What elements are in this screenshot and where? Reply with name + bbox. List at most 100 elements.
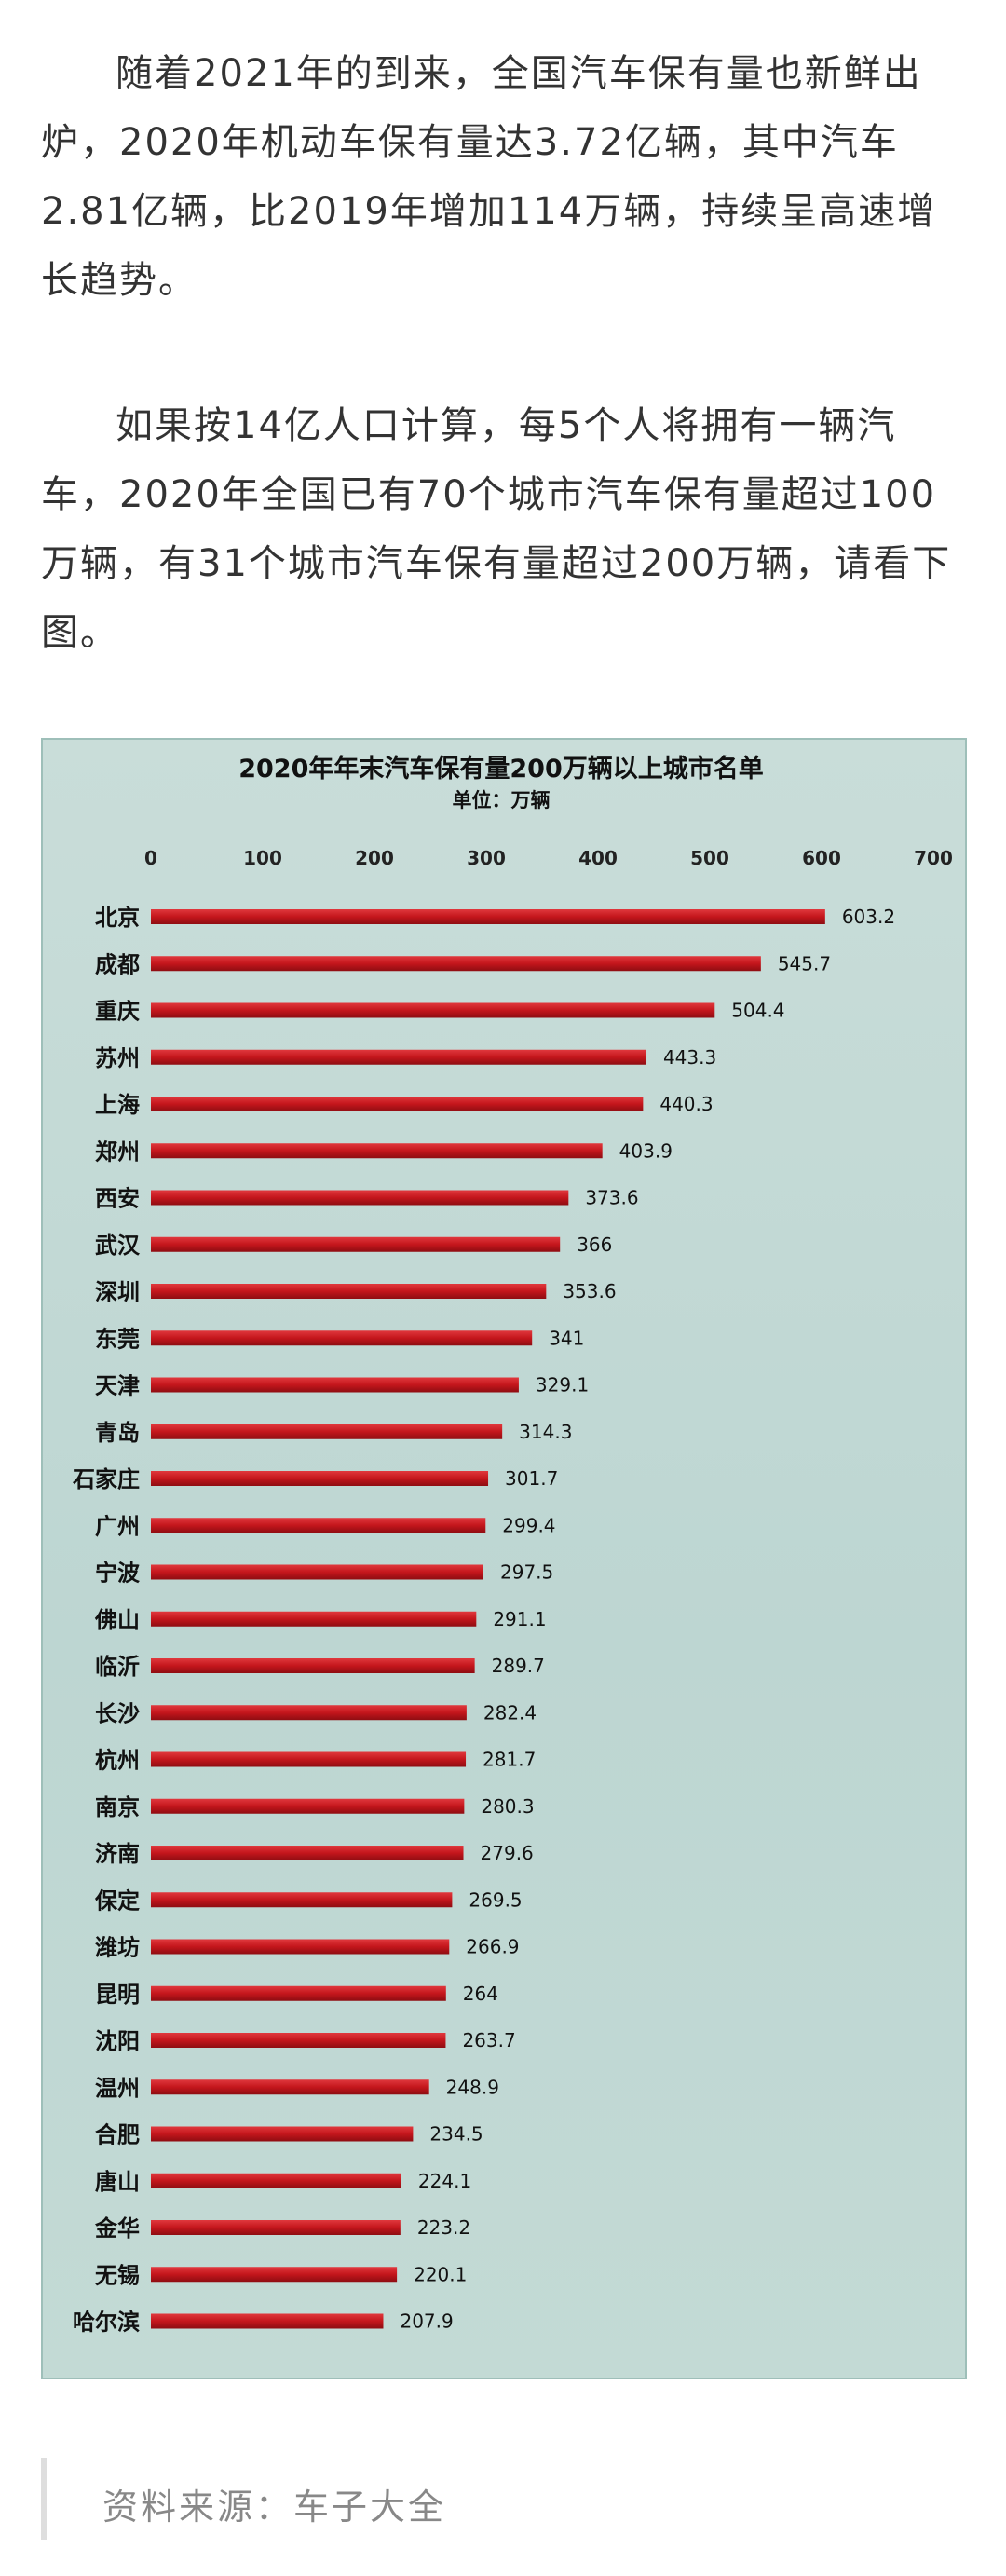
category-label: 东莞 <box>95 1326 140 1352</box>
bar <box>151 1518 486 1533</box>
chart-panel: 2020年年末汽车保有量200万辆以上城市名单 单位：万辆 0 100 200 300… <box>41 738 967 2379</box>
category-label: 潍坊 <box>95 1935 140 1961</box>
category-label: 苏州 <box>95 1045 140 1071</box>
x-tick-label: 200 <box>355 847 394 869</box>
data-label: 314.3 <box>519 1421 572 1443</box>
category-label: 郑州 <box>95 1138 140 1165</box>
bar <box>151 1751 467 1767</box>
chart-title: 2020年年末汽车保有量200万辆以上城市名单 <box>238 754 764 784</box>
data-label: 224.1 <box>418 2170 471 2192</box>
bar <box>151 1564 483 1580</box>
data-label: 299.4 <box>502 1514 555 1536</box>
bar <box>151 1611 477 1627</box>
category-label: 济南 <box>95 1841 140 1867</box>
category-label: 无锡 <box>95 2262 140 2288</box>
data-label: 366 <box>577 1233 612 1256</box>
bar <box>151 2220 401 2235</box>
data-label: 279.6 <box>481 1842 534 1864</box>
bar <box>151 1846 464 1860</box>
data-label: 440.3 <box>659 1093 713 1115</box>
bar <box>151 1284 547 1299</box>
bar <box>151 1097 644 1111</box>
category-label: 青岛 <box>95 1420 140 1446</box>
category-label: 合肥 <box>95 2122 140 2148</box>
data-label: 297.5 <box>500 1561 553 1584</box>
data-label: 341 <box>549 1327 584 1349</box>
data-label: 289.7 <box>492 1655 545 1677</box>
data-label: 443.3 <box>663 1046 716 1069</box>
data-label: 269.5 <box>469 1888 522 1911</box>
category-label: 宁波 <box>95 1561 141 1587</box>
category-label: 石家庄 <box>72 1466 140 1492</box>
data-label: 329.1 <box>536 1374 589 1397</box>
x-axis-ticks: 0 100 200 300 400 500 600 700 <box>144 847 953 869</box>
bar <box>151 1377 519 1393</box>
x-tick-label: 100 <box>243 847 282 869</box>
data-label: 263.7 <box>462 2029 515 2051</box>
x-tick-label: 600 <box>802 847 841 869</box>
data-label: 545.7 <box>778 952 831 975</box>
bar <box>151 1190 569 1206</box>
data-label: 266.9 <box>466 1936 519 1958</box>
bar <box>151 909 825 924</box>
category-label: 佛山 <box>94 1607 140 1633</box>
bar <box>151 1471 489 1486</box>
category-label: 保定 <box>94 1888 140 1914</box>
bar <box>151 1236 561 1252</box>
second-paragraph: 如果按14亿人口计算，每5个人将拥有一辆汽车，2020年全国已有70个城市汽车保… <box>41 404 952 654</box>
category-label: 北京 <box>95 905 140 931</box>
data-label: 207.9 <box>400 2310 453 2333</box>
bar <box>151 1143 603 1159</box>
data-label: 248.9 <box>446 2076 499 2098</box>
data-label: 220.1 <box>414 2263 467 2285</box>
bar <box>151 1424 503 1439</box>
chart-unit-label: 单位：万辆 <box>453 789 551 811</box>
bar <box>151 1985 446 2001</box>
bars: 北京 603.2 成都 545.7 重庆 504.4 苏州 443.3 上海 440.3 郑州 403… <box>72 905 895 2336</box>
x-tick-label: 0 <box>144 847 157 869</box>
bar <box>151 956 761 972</box>
x-tick-label: 300 <box>467 847 506 869</box>
bar <box>151 2267 398 2283</box>
category-label: 重庆 <box>95 999 140 1025</box>
bar <box>151 1330 533 1346</box>
category-label: 沈阳 <box>95 2028 140 2054</box>
bar <box>151 2126 414 2142</box>
bar <box>151 1798 465 1814</box>
bar <box>151 1049 646 1065</box>
category-label: 成都 <box>95 951 140 977</box>
data-label: 603.2 <box>842 906 895 928</box>
bar <box>151 2313 384 2329</box>
bar <box>151 1658 475 1673</box>
data-label: 373.6 <box>585 1187 638 1209</box>
category-label: 深圳 <box>95 1279 140 1305</box>
bar <box>151 1002 715 1018</box>
source-credit: 资料来源：车子大全 <box>102 2487 447 2528</box>
data-label: 301.7 <box>505 1467 558 1490</box>
x-tick-label: 400 <box>578 847 618 869</box>
data-label: 282.4 <box>483 1701 537 1724</box>
data-label: 291.1 <box>493 1608 546 1630</box>
category-label: 温州 <box>95 2075 140 2101</box>
category-label: 昆明 <box>95 1982 140 2008</box>
category-label: 广州 <box>95 1513 140 1539</box>
category-label: 武汉 <box>95 1233 141 1259</box>
data-label: 403.9 <box>619 1139 673 1162</box>
x-tick-label: 700 <box>914 847 953 869</box>
data-label: 353.6 <box>563 1280 616 1302</box>
bar <box>151 2033 446 2048</box>
source-quote-bar <box>41 2458 963 2540</box>
bar <box>151 2173 401 2188</box>
data-label: 234.5 <box>429 2123 483 2146</box>
category-label: 天津 <box>95 1373 140 1399</box>
data-label: 280.3 <box>481 1795 534 1818</box>
data-label: 281.7 <box>483 1749 536 1771</box>
category-label: 杭州 <box>95 1748 140 1774</box>
data-label: 504.4 <box>731 1000 784 1022</box>
bar <box>151 1892 453 1908</box>
bar <box>151 1705 467 1721</box>
category-label: 上海 <box>95 1092 140 1118</box>
category-label: 临沂 <box>95 1654 140 1680</box>
data-label: 223.2 <box>417 2216 470 2239</box>
category-label: 哈尔滨 <box>73 2310 140 2336</box>
